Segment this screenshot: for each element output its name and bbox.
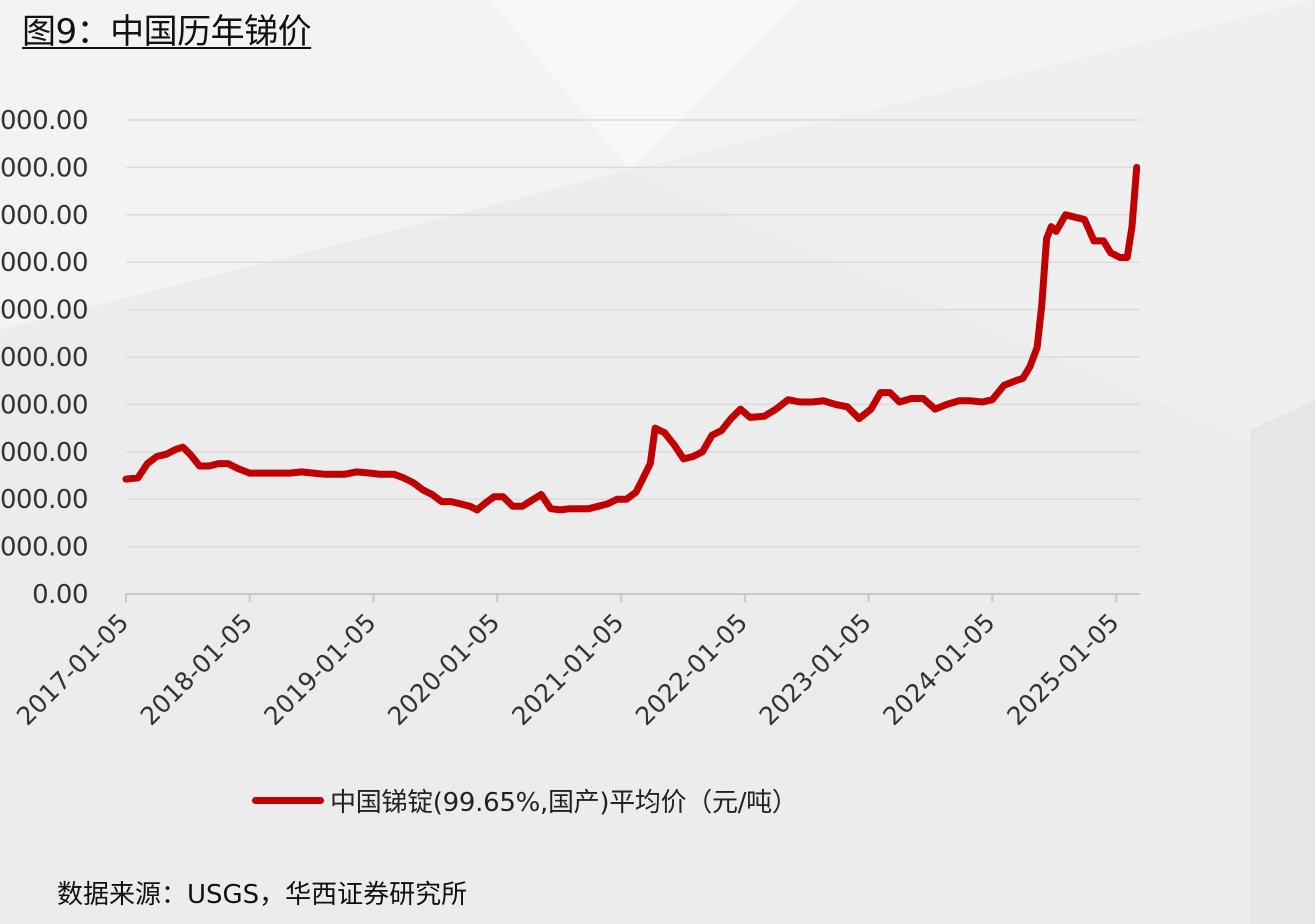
series-layer <box>122 163 1141 514</box>
y-tick-label: 000.00 <box>0 343 88 373</box>
y-tick-label: 000.00 <box>0 485 88 515</box>
chart-title: 图9：中国历年锑价 <box>22 12 312 52</box>
x-tick-label: 2022-01-05 <box>630 608 753 731</box>
legend: 中国锑锭(99.65%,国产)平均价（元/吨） <box>252 782 798 819</box>
x-tick-label: 2023-01-05 <box>754 608 877 731</box>
y-tick-label: 000.00 <box>0 390 88 420</box>
x-tick-label: 2021-01-05 <box>506 608 629 731</box>
x-tick-label: 2018-01-05 <box>135 608 258 731</box>
gridlines <box>126 119 1140 548</box>
x-axis <box>125 593 1140 602</box>
y-tick-label: 000.00 <box>0 533 88 563</box>
y-tick-label: 000.00 <box>0 201 88 231</box>
x-tick-label: 2017-01-05 <box>11 608 134 731</box>
x-tick-label: 2024-01-05 <box>877 608 1000 731</box>
y-tick-label: 000.00 <box>0 438 88 468</box>
background-facet <box>1250 400 1315 924</box>
x-tick-label: 2025-01-05 <box>1001 608 1124 731</box>
legend-label: 中国锑锭(99.65%,国产)平均价（元/吨） <box>330 788 798 818</box>
y-axis-labels: 0.00 000.00 000.00 000.00 000.00 000.00 000.00… <box>0 106 88 610</box>
y-tick-label: 000.00 <box>0 248 88 278</box>
background-facet <box>630 0 1315 470</box>
series-line <box>122 163 1141 514</box>
y-tick-label: 000.00 <box>0 153 88 183</box>
source-note: 数据来源：USGS，华西证券研究所 <box>57 880 468 910</box>
y-tick-label: 000.00 <box>0 106 88 136</box>
y-tick-label: 0.00 <box>32 580 88 610</box>
x-tick-label: 2019-01-05 <box>258 608 381 731</box>
x-tick-label: 2020-01-05 <box>382 608 505 731</box>
x-axis-labels: 2017-01-05 2018-01-05 2019-01-05 2020-01-05… <box>11 608 1125 731</box>
y-tick-label: 000.00 <box>0 296 88 326</box>
legend-swatch <box>252 797 324 804</box>
background-facet <box>490 0 800 170</box>
